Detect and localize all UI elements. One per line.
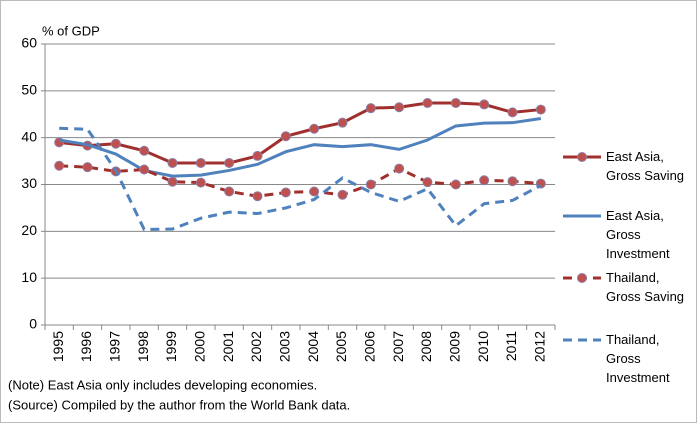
marker — [422, 177, 433, 188]
x-tick-label: 2006 — [362, 331, 378, 362]
y-tick-label: 20 — [21, 222, 37, 238]
x-tick-label: 2005 — [333, 331, 349, 362]
y-tick-label: 0 — [29, 316, 37, 332]
marker — [280, 131, 291, 142]
marker — [337, 117, 348, 128]
legend-label: East Asia, Gross Saving — [606, 149, 685, 183]
x-tick-label: 2009 — [447, 331, 463, 362]
x-tick-label: 1995 — [50, 331, 66, 362]
marker — [309, 123, 320, 134]
marker — [309, 186, 320, 197]
y-axis-label: % of GDP — [42, 23, 100, 38]
x-tick-label: 2001 — [220, 331, 236, 362]
marker — [195, 177, 206, 188]
marker — [82, 162, 93, 173]
marker — [224, 186, 235, 197]
series-line — [58, 116, 542, 178]
y-tick-label: 40 — [21, 128, 37, 144]
marker — [394, 163, 405, 174]
note: (Note) East Asia only includes developin… — [8, 377, 317, 392]
marker — [167, 176, 178, 187]
x-tick-label: 2010 — [475, 331, 491, 362]
marker — [252, 150, 263, 161]
legend-label: Thailand, Gross Saving — [606, 270, 685, 304]
marker — [139, 164, 150, 175]
y-tick-label: 10 — [21, 269, 37, 285]
marker — [224, 157, 235, 168]
x-tick-label: 1999 — [163, 331, 179, 362]
marker — [365, 179, 376, 190]
x-tick-label: 2012 — [532, 331, 548, 362]
x-tick-label: 2007 — [390, 331, 406, 362]
y-tick-label: 60 — [21, 35, 37, 51]
marker — [507, 107, 518, 118]
marker — [422, 98, 433, 109]
note: (Source) Compiled by the author from the… — [8, 397, 350, 412]
x-tick-label: 2011 — [503, 331, 519, 361]
x-tick-label: 1996 — [78, 331, 94, 362]
marker — [365, 103, 376, 114]
x-tick-label: 2004 — [305, 331, 321, 362]
x-tick-label: 1997 — [107, 331, 123, 362]
x-tick-label: 2003 — [277, 331, 293, 362]
marker — [195, 157, 206, 168]
y-tick-label: 30 — [21, 175, 37, 191]
x-tick-label: 2002 — [248, 331, 264, 362]
marker — [535, 104, 546, 115]
x-tick-label: 1998 — [135, 331, 151, 362]
x-tick-label: 2008 — [418, 331, 434, 362]
x-tick-label: 2000 — [192, 331, 208, 362]
legend-marker — [577, 152, 587, 162]
marker — [507, 176, 518, 187]
marker — [167, 157, 178, 168]
legend-label: East Asia, Gross Investment — [606, 208, 670, 261]
marker — [280, 187, 291, 198]
marker — [450, 179, 461, 190]
legend-label: Thailand, Gross Investment — [606, 332, 670, 385]
marker — [110, 138, 121, 149]
y-tick-label: 50 — [21, 82, 37, 98]
marker — [252, 191, 263, 202]
marker — [394, 102, 405, 113]
series-line — [59, 126, 542, 231]
marker — [337, 189, 348, 200]
legend-marker — [577, 273, 587, 283]
marker — [54, 160, 65, 171]
marker — [479, 175, 490, 186]
marker — [139, 145, 150, 156]
marker — [479, 99, 490, 110]
marker — [450, 98, 461, 109]
